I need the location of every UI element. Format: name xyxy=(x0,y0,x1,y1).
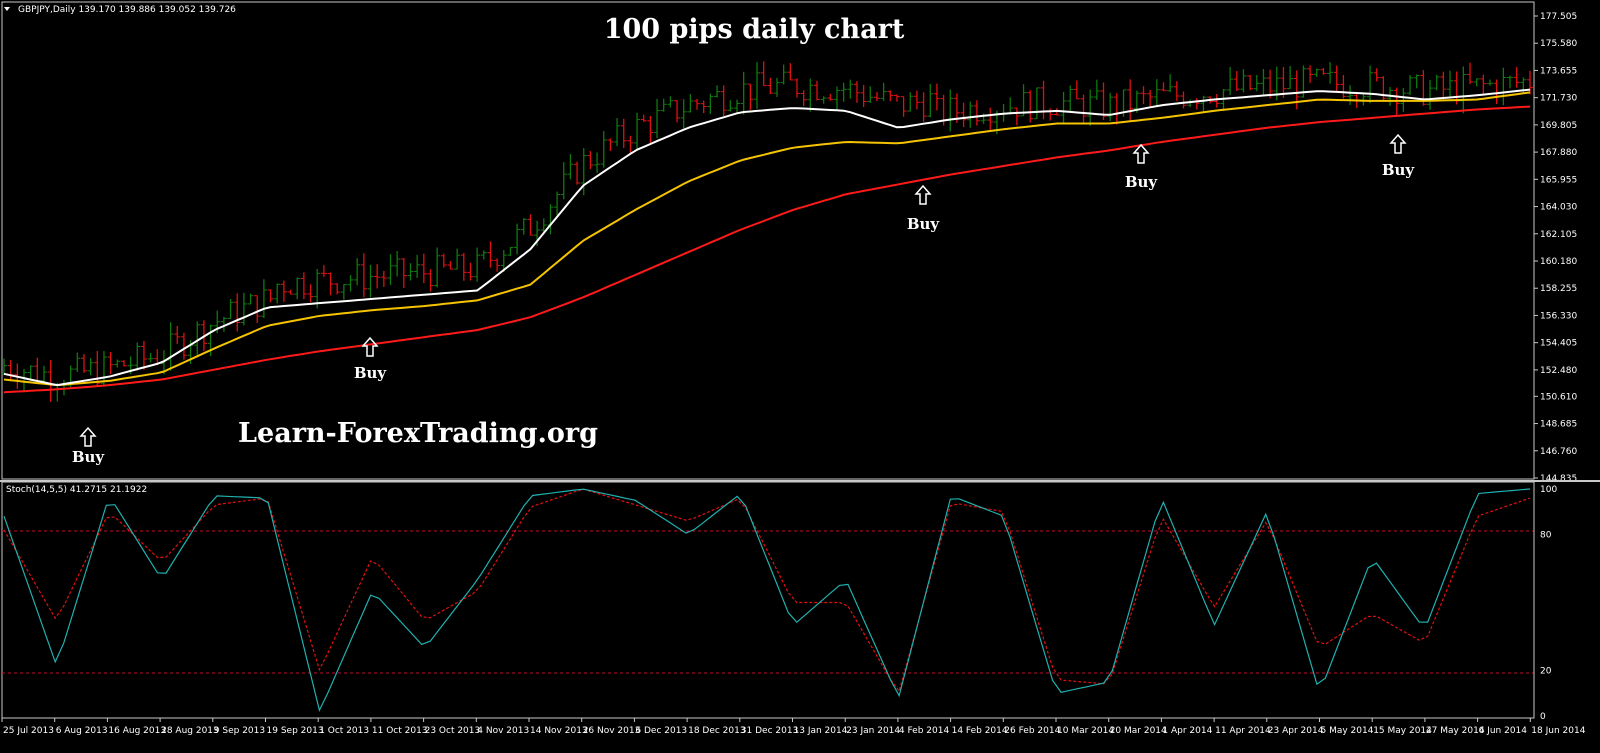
svg-text:156.330: 156.330 xyxy=(1540,311,1577,321)
ma-fast-line xyxy=(3,88,1531,387)
svg-text:154.405: 154.405 xyxy=(1540,339,1577,349)
svg-text:173.655: 173.655 xyxy=(1540,66,1577,76)
svg-text:26 Feb 2014: 26 Feb 2014 xyxy=(1004,726,1060,736)
svg-text:15 May 2014: 15 May 2014 xyxy=(1373,726,1432,736)
svg-text:164.030: 164.030 xyxy=(1540,203,1577,213)
svg-text:11 Oct 2013: 11 Oct 2013 xyxy=(372,726,428,736)
svg-text:165.955: 165.955 xyxy=(1540,175,1577,185)
svg-text:27 May 2014: 27 May 2014 xyxy=(1426,726,1485,736)
stoch-header: Stoch(14,5,5) 41.2715 21.1922 xyxy=(6,485,147,495)
up-arrow-icon xyxy=(1389,133,1407,154)
buy-signal: Buy xyxy=(1125,143,1159,191)
svg-text:23 Oct 2013: 23 Oct 2013 xyxy=(425,726,481,736)
up-arrow-icon xyxy=(914,184,932,205)
svg-text:171.730: 171.730 xyxy=(1540,94,1577,104)
svg-text:162.105: 162.105 xyxy=(1540,230,1577,240)
svg-text:31 Dec 2013: 31 Dec 2013 xyxy=(741,726,799,736)
svg-text:1 Apr 2014: 1 Apr 2014 xyxy=(1162,726,1212,736)
collapse-triangle-icon[interactable] xyxy=(4,7,10,11)
buy-signal: Buy xyxy=(72,426,106,466)
svg-text:23 Jan 2014: 23 Jan 2014 xyxy=(846,726,900,736)
svg-text:14 Feb 2014: 14 Feb 2014 xyxy=(952,726,1008,736)
svg-text:169.805: 169.805 xyxy=(1540,121,1577,131)
svg-text:25 Jul 2013: 25 Jul 2013 xyxy=(3,726,54,736)
svg-text:6 Dec 2013: 6 Dec 2013 xyxy=(635,726,687,736)
svg-text:80: 80 xyxy=(1540,530,1552,540)
svg-text:20: 20 xyxy=(1540,667,1552,677)
price-panel[interactable]: Buy Buy Buy Buy Buy GBPJPY,Daily 139.170 139… xyxy=(1,1,1577,484)
buy-label: Buy xyxy=(1125,173,1159,191)
svg-text:150.610: 150.610 xyxy=(1540,392,1577,402)
svg-text:144.835: 144.835 xyxy=(1540,474,1577,484)
buy-label: Buy xyxy=(907,215,941,233)
svg-text:0: 0 xyxy=(1540,712,1546,722)
watermark: Learn-ForexTrading.org xyxy=(238,418,598,449)
up-arrow-icon xyxy=(1132,143,1150,164)
svg-text:11 Apr 2014: 11 Apr 2014 xyxy=(1215,726,1271,736)
svg-text:23 Apr 2014: 23 Apr 2014 xyxy=(1268,726,1324,736)
stoch-main-line xyxy=(3,488,1531,713)
stochastic-panel[interactable]: Stoch(14,5,5) 41.2715 21.1922 100 80 20 0 xyxy=(1,481,1557,722)
svg-text:177.505: 177.505 xyxy=(1540,12,1577,22)
buy-label: Buy xyxy=(1382,161,1416,179)
svg-text:146.760: 146.760 xyxy=(1540,447,1577,457)
buy-signal: Buy xyxy=(354,336,388,382)
svg-text:26 Nov 2013: 26 Nov 2013 xyxy=(583,726,641,736)
svg-text:148.685: 148.685 xyxy=(1540,420,1577,430)
up-arrow-icon xyxy=(361,336,379,357)
svg-text:10 Mar 2014: 10 Mar 2014 xyxy=(1057,726,1114,736)
svg-text:175.580: 175.580 xyxy=(1540,39,1577,49)
svg-text:16 Aug 2013: 16 Aug 2013 xyxy=(108,726,166,736)
svg-text:4 Feb 2014: 4 Feb 2014 xyxy=(899,726,950,736)
svg-text:13 Jan 2014: 13 Jan 2014 xyxy=(794,726,848,736)
ma-slow-line xyxy=(3,105,1531,394)
svg-text:20 Mar 2014: 20 Mar 2014 xyxy=(1110,726,1167,736)
svg-text:18 Jun 2014: 18 Jun 2014 xyxy=(1531,726,1585,736)
buy-label: Buy xyxy=(354,364,388,382)
buy-signal: Buy xyxy=(907,184,941,233)
svg-text:6 Jun 2014: 6 Jun 2014 xyxy=(1479,726,1528,736)
svg-text:158.255: 158.255 xyxy=(1540,284,1577,294)
up-arrow-icon xyxy=(79,426,97,447)
svg-text:100: 100 xyxy=(1540,485,1557,495)
svg-text:1 Oct 2013: 1 Oct 2013 xyxy=(319,726,369,736)
svg-text:14 Nov 2013: 14 Nov 2013 xyxy=(530,726,588,736)
buy-signal: Buy xyxy=(1382,133,1416,179)
svg-text:152.480: 152.480 xyxy=(1540,366,1577,376)
symbol-header: GBPJPY,Daily 139.170 139.886 139.052 139… xyxy=(18,5,236,15)
svg-text:4 Nov 2013: 4 Nov 2013 xyxy=(477,726,529,736)
chart-title: 100 pips daily chart xyxy=(604,14,905,45)
buy-signals: Buy Buy Buy Buy Buy xyxy=(72,133,1416,466)
ma-mid-line xyxy=(3,91,1531,387)
svg-text:19 Sep 2013: 19 Sep 2013 xyxy=(267,726,324,736)
svg-text:28 Aug 2013: 28 Aug 2013 xyxy=(161,726,219,736)
price-axis: 177.505 175.580 173.655 171.730 169.805 167.8… xyxy=(1533,2,1577,484)
svg-text:9 Sep 2013: 9 Sep 2013 xyxy=(214,726,265,736)
buy-label: Buy xyxy=(72,448,106,466)
svg-text:18 Dec 2013: 18 Dec 2013 xyxy=(688,726,746,736)
stoch-axis: 100 80 20 0 xyxy=(1533,482,1557,722)
svg-text:6 Aug 2013: 6 Aug 2013 xyxy=(56,726,108,736)
svg-text:167.880: 167.880 xyxy=(1540,148,1577,158)
svg-text:160.180: 160.180 xyxy=(1540,257,1577,267)
svg-text:5 May 2014: 5 May 2014 xyxy=(1321,726,1374,736)
